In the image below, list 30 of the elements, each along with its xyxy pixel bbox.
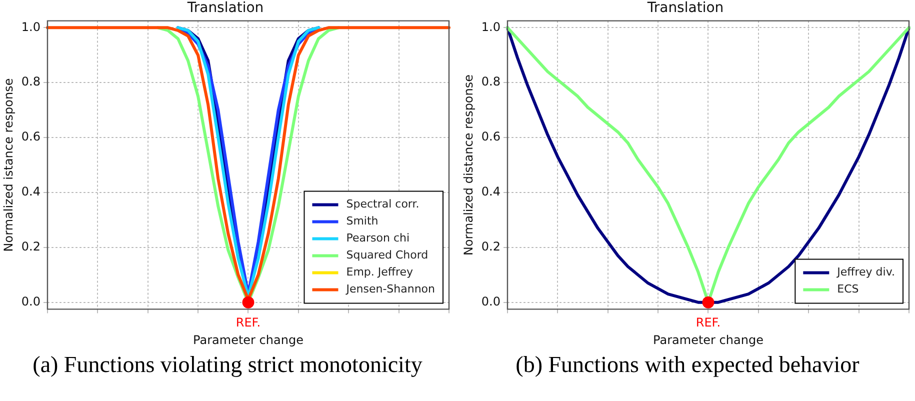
y-tick-label: 0.6 xyxy=(21,130,40,144)
legend-label: Spectral corr. xyxy=(346,198,420,211)
text: (b) Functions with expected behavior xyxy=(516,352,860,378)
y-tick-label: 0.6 xyxy=(481,130,500,144)
y-tick-label: 0.2 xyxy=(481,240,500,254)
y-tick-label: 0.8 xyxy=(481,74,500,89)
y-tick-label: 1.0 xyxy=(21,20,40,34)
y-tick-label: 0.0 xyxy=(21,294,40,308)
y-tick-label: 0.4 xyxy=(481,184,500,199)
x-axis-title: Parameter change xyxy=(193,332,304,347)
chart-title: Translation xyxy=(646,0,724,16)
y-tick-label: 0.4 xyxy=(21,184,40,199)
legend-label: Emp. Jeffrey xyxy=(346,266,414,279)
y-axis-title: Normalized distance response xyxy=(461,74,476,256)
y-tick-label: 0.0 xyxy=(481,294,500,308)
chart-title: Translation xyxy=(186,0,264,16)
y-tick-label: 0.2 xyxy=(21,240,40,254)
legend-label: Pearson chi xyxy=(346,232,410,245)
x-tick-label: REF. xyxy=(236,316,261,330)
y-tick-label: 0.8 xyxy=(21,74,40,89)
legend-label: ECS xyxy=(837,282,859,296)
y-tick-label: 1.0 xyxy=(481,20,500,34)
legend-label: Jeffrey div. xyxy=(836,266,896,279)
x-axis-title: Parameter change xyxy=(653,332,764,347)
legend-label: Smith xyxy=(346,214,378,228)
x-tick-label: REF. xyxy=(696,316,721,330)
y-axis-title: Normalized istance response xyxy=(1,78,16,252)
text: (a) Functions violating strict monotonicity xyxy=(32,352,422,378)
legend-label: Squared Chord xyxy=(346,248,428,262)
legend-label: Jensen-Shannon xyxy=(345,282,436,296)
